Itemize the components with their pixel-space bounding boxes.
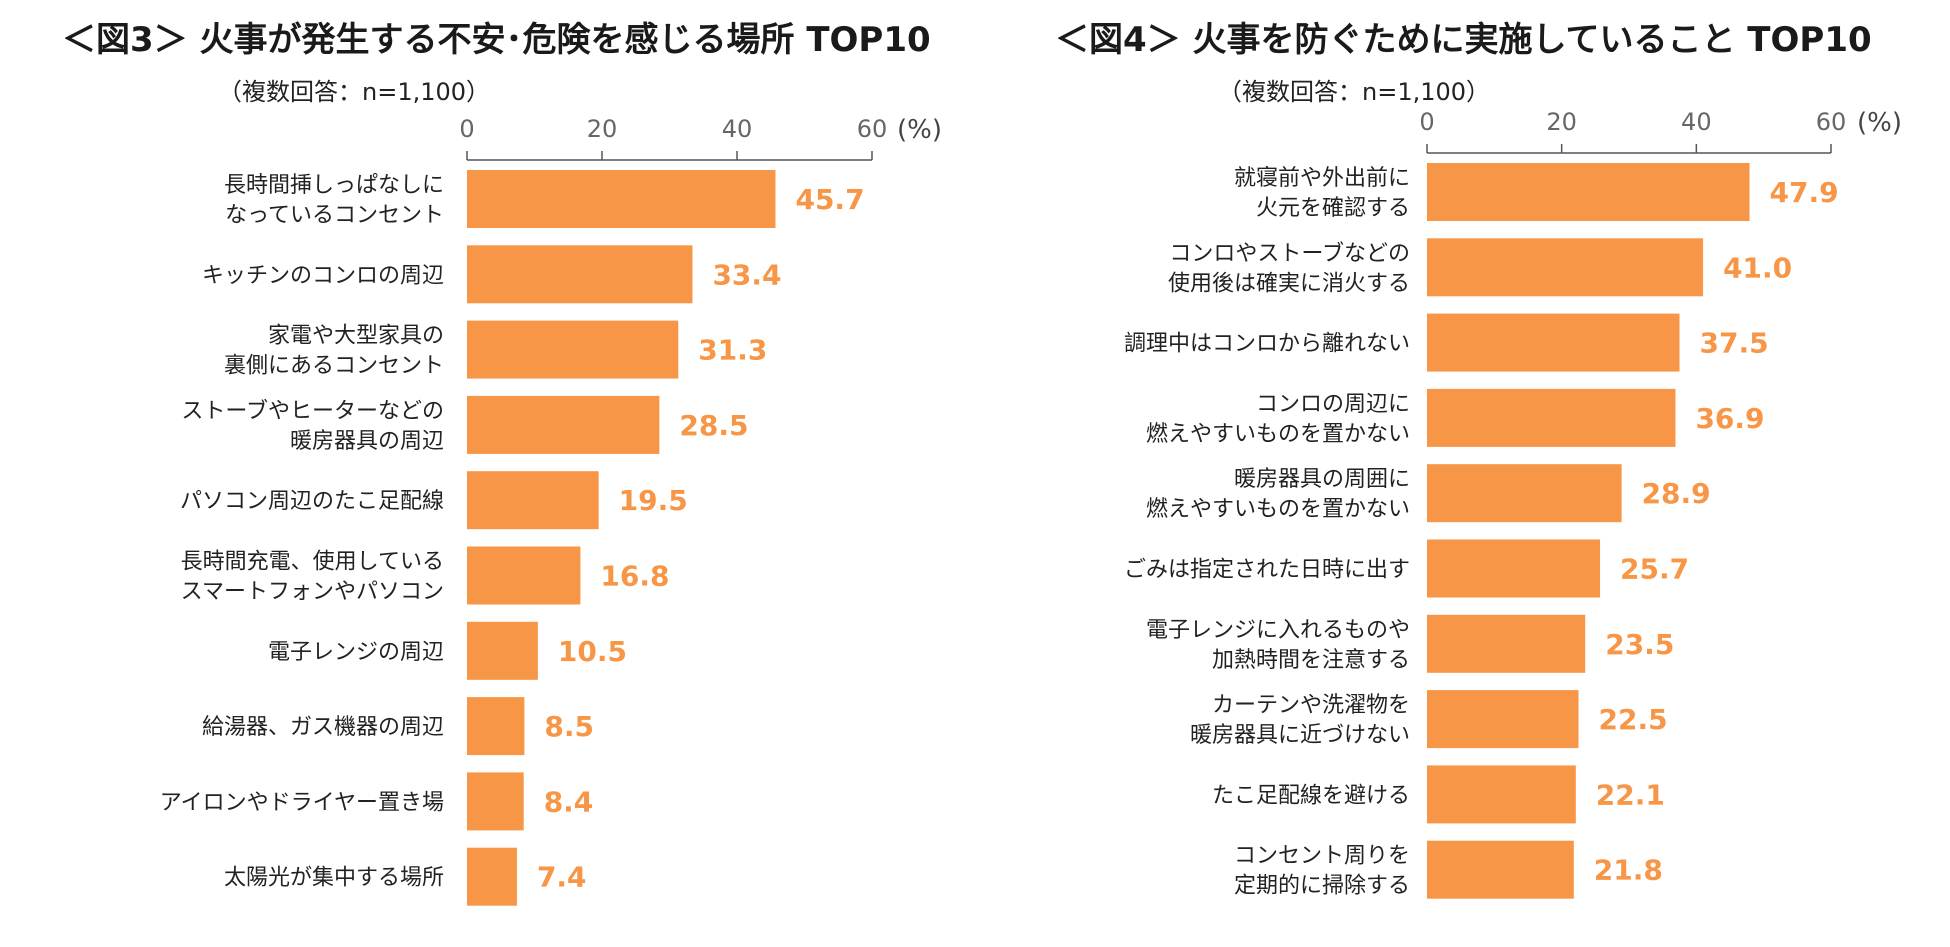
category-label: たこ足配線を避ける: [1212, 783, 1410, 808]
bar: [1427, 238, 1704, 297]
value-label: 28.9: [1642, 477, 1711, 510]
category-label: 長時間充電、使用しているスマートフォンやパソコン: [181, 550, 444, 605]
bar: [1427, 464, 1622, 523]
category-label: ごみは指定された日時に出す: [1124, 558, 1410, 583]
category-label: コンロの周辺に燃えやすいものを置かない: [1146, 392, 1410, 447]
category-label: 家電や大型家具の裏側にあるコンセント: [224, 324, 444, 379]
x-tick-label: 60: [857, 115, 888, 143]
value-label: 28.5: [679, 409, 748, 442]
x-tick-label: 20: [587, 115, 618, 143]
category-label: 給湯器、ガス機器の周辺: [202, 715, 444, 740]
bar: [467, 621, 538, 680]
bar: [1427, 539, 1601, 598]
bar: [1427, 388, 1676, 447]
bar-chart-fig3: 0 20 40 60 (%) 45.7 長時間挿しっぱなしになっているコンセント 33.4 キッ…: [160, 115, 942, 906]
bar: [1427, 765, 1576, 824]
chart-title: ＜図3＞ 火事が発生する不安･危険を感じる場所 TOP10: [62, 20, 931, 60]
bar: [467, 320, 679, 379]
bar: [1427, 690, 1579, 749]
bar: [467, 471, 599, 530]
category-label: アイロンやドライヤー置き場: [160, 790, 444, 815]
x-tick-label: 20: [1546, 108, 1577, 136]
value-label: 21.8: [1594, 854, 1663, 887]
value-label: 47.9: [1770, 176, 1839, 209]
bar: [467, 546, 581, 605]
bar: [467, 847, 517, 906]
category-label: 暖房器具の周囲に燃えやすいものを置かない: [1146, 467, 1410, 522]
category-label: 電子レンジの周辺: [268, 640, 444, 665]
bar: [1427, 163, 1750, 221]
bar: [1427, 614, 1586, 673]
chart-subtitle: （複数回答：n=1,100）: [218, 78, 491, 106]
category-label: コンロやストーブなどの使用後は確実に消火する: [1168, 241, 1410, 296]
category-label: ストーブやヒーターなどの暖房器具の周辺: [181, 399, 444, 454]
value-label: 37.5: [1700, 327, 1769, 360]
value-label: 8.5: [544, 710, 594, 743]
value-label: 36.9: [1695, 402, 1764, 435]
value-label: 10.5: [558, 635, 627, 668]
category-label: カーテンや洗濯物を暖房器具に近づけない: [1190, 693, 1410, 748]
value-label: 7.4: [537, 861, 587, 894]
bar: [467, 395, 660, 454]
value-label: 16.8: [600, 560, 669, 593]
x-tick-label: 0: [1419, 108, 1434, 136]
unit-label: (%): [897, 115, 942, 145]
x-tick-label: 40: [722, 115, 753, 143]
value-label: 23.5: [1605, 628, 1674, 661]
category-label: 就寝前や外出前に火元を確認する: [1234, 166, 1410, 221]
bar: [1427, 313, 1680, 372]
value-label: 19.5: [619, 484, 688, 517]
bar: [467, 697, 525, 756]
chart-title: ＜図4＞ 火事を防ぐために実施していること TOP10: [1055, 20, 1872, 60]
x-tick-label: 60: [1816, 108, 1847, 136]
category-label: 調理中はコンロから離れない: [1124, 332, 1410, 357]
value-label: 33.4: [712, 258, 781, 291]
bar: [1427, 840, 1574, 899]
bar: [467, 245, 693, 304]
category-label: パソコン周辺のたこ足配線: [180, 489, 444, 514]
value-label: 22.1: [1596, 778, 1665, 811]
category-label: キッチンのコンロの周辺: [202, 263, 444, 288]
category-label: 長時間挿しっぱなしになっているコンセント: [224, 173, 444, 228]
value-label: 45.7: [795, 183, 864, 216]
value-label: 25.7: [1620, 553, 1689, 586]
category-label: 電子レンジに入れるものや加熱時間を注意する: [1146, 618, 1410, 673]
chart-subtitle: （複数回答：n=1,100）: [1218, 78, 1491, 106]
value-label: 8.4: [544, 785, 594, 818]
chart-panel-fig3: ＜図3＞ 火事が発生する不安･危険を感じる場所 TOP10 （複数回答：n=1,…: [62, 20, 942, 906]
bar: [467, 170, 776, 228]
value-label: 41.0: [1723, 251, 1792, 284]
x-tick-label: 0: [459, 115, 474, 143]
bar-chart-fig4: 0 20 40 60 (%) 47.9 就寝前や外出前に火元を確認する 41.0 コンロやストー…: [1124, 108, 1902, 899]
bar: [467, 772, 524, 831]
x-tick-label: 40: [1681, 108, 1712, 136]
value-label: 31.3: [698, 334, 767, 367]
unit-label: (%): [1857, 108, 1902, 138]
value-label: 22.5: [1599, 703, 1668, 736]
category-label: 太陽光が集中する場所: [224, 866, 444, 891]
category-label: コンセント周りを定期的に掃除する: [1234, 844, 1410, 899]
chart-panel-fig4: ＜図4＞ 火事を防ぐために実施していること TOP10 （複数回答：n=1,10…: [975, 0, 1950, 947]
